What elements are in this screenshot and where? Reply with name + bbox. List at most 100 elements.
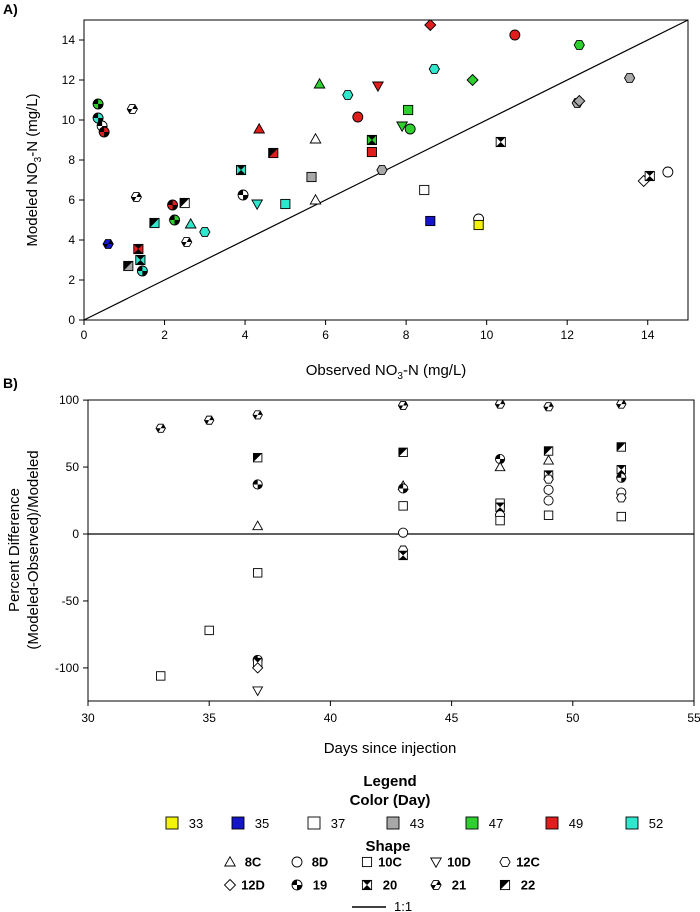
panel-a-data-point xyxy=(184,217,197,229)
panel-a-data-point xyxy=(313,77,326,89)
panel-b-data-point xyxy=(543,510,554,520)
legend-shape-marker xyxy=(361,856,373,868)
panel-a-data-point xyxy=(573,94,586,108)
panel-b-data-point xyxy=(495,502,505,512)
panel-b-x-tick-label: 50 xyxy=(566,711,580,725)
panel-a-data-point xyxy=(573,40,585,50)
legend-shape-label: 20 xyxy=(383,878,397,893)
panel-a-data-point xyxy=(237,189,249,201)
panel-b-y-tick-label: 0 xyxy=(72,527,79,541)
panel-a-frame xyxy=(83,19,689,321)
panel-a-y-tick-label: 2 xyxy=(68,273,75,287)
panel-a-data-point xyxy=(126,104,138,114)
panel-b-data-point xyxy=(252,410,263,420)
panel-b-data-point xyxy=(251,662,264,674)
panel-a-data-point xyxy=(306,171,317,183)
panel-a-data-point xyxy=(130,192,142,202)
legend-shapes: 8C 8D 10C 10D 12C 12D 19 20 21 22 xyxy=(223,855,541,893)
panel-a-data-point xyxy=(662,166,674,178)
panel-a-data-point xyxy=(149,217,160,229)
legend-color-label: 49 xyxy=(569,816,583,831)
legend-shape-marker xyxy=(499,879,511,891)
panel-a-data-point xyxy=(136,265,148,277)
panel-a-data-point xyxy=(396,121,409,133)
panel-a-data-point xyxy=(135,254,146,266)
panel-a-y-tick-label: 10 xyxy=(62,113,76,127)
legend-shape-marker xyxy=(430,880,442,890)
legend-color-swatch xyxy=(465,816,479,830)
panel-a-y-tick-label: 8 xyxy=(68,153,75,167)
panel-b-data-point xyxy=(203,415,215,425)
legend-color-swatch xyxy=(165,816,179,830)
legend-shape-label: 8D xyxy=(312,855,329,870)
panel-a-y-tick-label: 14 xyxy=(62,33,76,47)
panel-b: B) 30 35 40 45 50 55 -100 -50 0 50 100 Days since … xyxy=(3,375,700,757)
panel-a-data-point xyxy=(366,134,377,146)
legend-shape-label: 10C xyxy=(378,855,402,870)
legend-color-swatch xyxy=(231,816,245,830)
panel-a-data-point xyxy=(466,73,479,87)
panel-a-data-point xyxy=(366,146,377,158)
panel-b-y-tick-label: -100 xyxy=(55,661,79,675)
panel-b-data-point xyxy=(494,461,506,472)
panel-a-x-tick-label: 0 xyxy=(81,328,88,342)
panel-a-x-tick-label: 14 xyxy=(641,328,655,342)
legend-shape-marker xyxy=(499,857,511,867)
panel-b-x-axis-title: Days since injection xyxy=(324,740,457,757)
panel-a-data-point xyxy=(376,165,388,175)
panel-b-data-point xyxy=(616,400,627,409)
panel-b-data-point xyxy=(542,454,555,465)
panel-b-data-point xyxy=(543,495,554,506)
panel-b-data-point xyxy=(204,625,214,636)
panel-a-points xyxy=(92,20,674,277)
panel-a-data-point xyxy=(235,164,247,176)
panel-b-data-point xyxy=(397,400,409,410)
legend-color-swatch xyxy=(625,816,639,830)
panel-b-data-point xyxy=(398,527,409,538)
panel-a-x-tick-label: 2 xyxy=(161,328,168,342)
panel-b-data-point xyxy=(495,515,505,526)
legend-shape-label: 8C xyxy=(245,855,262,870)
panel-a-y-tick-label: 0 xyxy=(68,313,75,327)
panel-a-data-point xyxy=(92,98,104,110)
panel-a-data-point xyxy=(123,260,134,272)
panel-a-data-point xyxy=(404,123,416,135)
legend-shape-marker xyxy=(223,878,237,892)
panel-b-x-tick-label: 35 xyxy=(203,711,217,725)
panel-a-data-point xyxy=(342,90,354,100)
legend-shape-label: 19 xyxy=(313,878,327,893)
panel-b-data-point xyxy=(543,446,554,456)
legend-line-label: 1:1 xyxy=(394,899,412,912)
panel-a: A) 0 2 4 6 8 10 12 14 0 2 4 6 8 10 12 14 Observed NO3-N… xyxy=(3,1,689,382)
panel-a-data-point xyxy=(167,199,179,211)
panel-a-data-point xyxy=(509,29,521,41)
legend-color-label: 33 xyxy=(189,816,203,831)
panel-a-data-point xyxy=(424,20,437,32)
panel-b-y-tick-label: -50 xyxy=(62,594,80,608)
panel-a-data-point xyxy=(425,215,436,227)
panel-b-data-point xyxy=(252,452,263,463)
panel-a-data-point xyxy=(133,243,144,255)
panel-b-data-point xyxy=(155,423,166,433)
panel-a-data-point xyxy=(98,126,110,138)
panel-a-y-tick-label: 6 xyxy=(68,193,75,207)
panel-b-x-tick-label: 30 xyxy=(81,711,95,725)
panel-a-data-point xyxy=(179,197,190,209)
legend-shape-marker xyxy=(223,855,237,867)
panel-a-data-point xyxy=(309,132,322,144)
panel-b-data-point xyxy=(616,442,626,452)
panel-b-data-point xyxy=(252,686,264,697)
legend-color-swatch xyxy=(545,816,559,830)
panel-b-data-point xyxy=(616,465,626,475)
panel-b-data-point xyxy=(398,483,409,494)
legend-color-label: 35 xyxy=(255,816,269,831)
legend-shape-label: 22 xyxy=(521,878,535,893)
panel-b-y-tick-label: 50 xyxy=(66,460,80,474)
panel-b-data-point xyxy=(616,472,627,483)
panel-b-data-point xyxy=(616,511,626,522)
panel-b-y-axis-title-line1: Percent Difference xyxy=(6,488,23,612)
panel-b-data-point xyxy=(543,402,554,412)
panel-b-x-tick-label: 55 xyxy=(687,711,700,725)
panel-a-data-point xyxy=(403,104,414,116)
panel-a-data-point xyxy=(268,147,279,159)
